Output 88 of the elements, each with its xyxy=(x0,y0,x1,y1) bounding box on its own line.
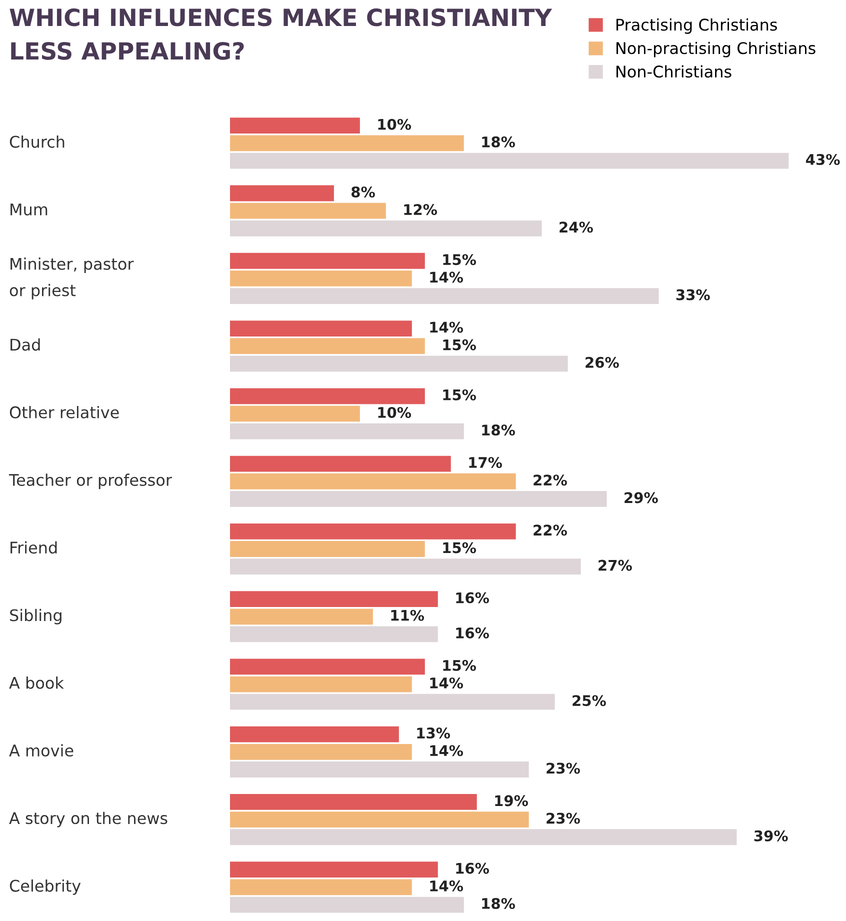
bar xyxy=(230,608,373,625)
bar xyxy=(230,694,555,710)
y-tick-label: Teacher or professor xyxy=(8,474,172,490)
y-tick-label: A movie xyxy=(9,744,74,757)
bar xyxy=(230,473,516,490)
bar xyxy=(230,202,386,219)
data-label: 17% xyxy=(469,456,502,468)
data-label: 12% xyxy=(404,204,438,216)
bar xyxy=(230,388,425,404)
y-tick-label: Dad xyxy=(10,338,40,351)
bar xyxy=(230,523,516,540)
y-tick-label: A book xyxy=(9,676,64,689)
data-label: 10% xyxy=(378,406,412,418)
legend-label: Non-Christians xyxy=(616,65,732,78)
bar xyxy=(230,135,464,152)
bar xyxy=(230,896,464,913)
bar xyxy=(230,541,425,557)
bar xyxy=(230,118,360,134)
y-tick-label: Sibling xyxy=(10,608,62,624)
data-label: 19% xyxy=(495,795,528,806)
bar xyxy=(230,252,425,269)
y-tick-label: A story on the news xyxy=(9,812,168,828)
bar xyxy=(230,338,425,354)
bar xyxy=(230,220,542,236)
data-label: 29% xyxy=(624,492,658,504)
bar xyxy=(230,406,360,422)
data-label: 14% xyxy=(430,322,464,333)
data-label: 10% xyxy=(378,118,412,130)
bar xyxy=(230,762,529,778)
bar xyxy=(230,744,412,760)
bar xyxy=(230,676,412,692)
data-label: 15% xyxy=(443,339,476,350)
data-label: 14% xyxy=(430,745,464,756)
bar xyxy=(230,726,399,742)
bar xyxy=(230,356,568,372)
data-label: 8% xyxy=(352,186,375,198)
data-label: 15% xyxy=(443,542,476,554)
bar xyxy=(230,320,412,336)
data-label: 22% xyxy=(534,524,567,536)
data-label: 14% xyxy=(430,272,464,283)
bar xyxy=(230,152,789,169)
data-label: 16% xyxy=(456,592,489,604)
bar xyxy=(230,423,464,440)
bar xyxy=(230,658,425,675)
data-label: 26% xyxy=(586,356,619,368)
data-label: 25% xyxy=(572,695,606,706)
data-label: 15% xyxy=(443,660,476,671)
y-tick-label: Other relative xyxy=(10,406,119,418)
data-label: 11% xyxy=(391,610,424,621)
legend-label: Non-practising Christians xyxy=(616,42,816,58)
bar xyxy=(230,591,438,608)
y-tick-label: Celebrity xyxy=(10,879,81,895)
data-label: 14% xyxy=(430,677,464,689)
data-label: 18% xyxy=(482,898,515,909)
data-label: 16% xyxy=(456,862,489,874)
data-label: 23% xyxy=(546,762,580,774)
bar xyxy=(230,558,581,575)
bar xyxy=(230,879,412,896)
y-tick-label: Friend xyxy=(10,541,57,554)
bar xyxy=(230,862,438,878)
data-label: 43% xyxy=(806,154,840,166)
bar xyxy=(230,185,334,202)
data-label: 16% xyxy=(456,627,489,638)
data-label: 23% xyxy=(546,812,580,824)
bar xyxy=(230,491,607,507)
data-label: 18% xyxy=(482,424,515,436)
chart-title: WHICH INFLUENCES MAKE CHRISTIANITY LESS APPEALING? xyxy=(10,8,552,60)
y-tick-label: Minister, pastor or priest xyxy=(10,258,134,300)
data-label: 24% xyxy=(560,222,593,233)
bar xyxy=(230,626,438,642)
bar xyxy=(230,794,477,810)
data-label: 39% xyxy=(754,830,788,842)
data-label: 18% xyxy=(482,136,515,148)
data-label: 15% xyxy=(443,254,476,266)
y-tick-label: Church xyxy=(10,135,64,148)
bar xyxy=(230,288,659,304)
data-label: 33% xyxy=(676,289,710,300)
legend-label: Practising Christians xyxy=(616,18,777,34)
data-label: 27% xyxy=(598,560,632,571)
data-label: 22% xyxy=(534,474,567,486)
bar xyxy=(230,812,529,828)
bar xyxy=(230,270,412,286)
data-label: 13% xyxy=(417,728,450,739)
bar xyxy=(230,456,451,472)
data-label: 15% xyxy=(443,389,476,400)
y-tick-label: Mum xyxy=(10,204,48,216)
data-label: 14% xyxy=(430,880,464,892)
bar xyxy=(230,829,737,846)
